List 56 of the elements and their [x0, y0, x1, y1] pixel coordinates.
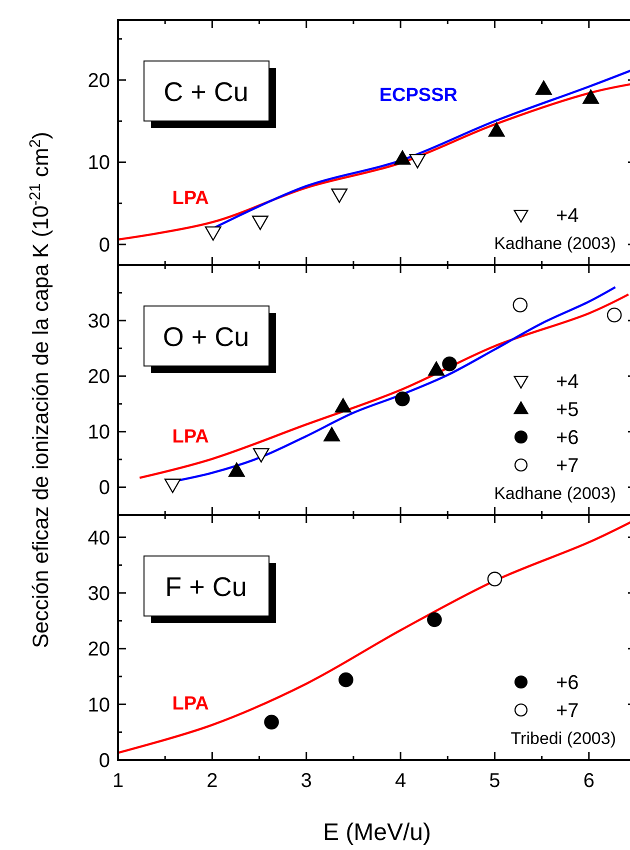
y-tick-label: 10 — [88, 422, 110, 444]
x-tick-label: 2 — [206, 770, 218, 792]
point — [264, 714, 279, 730]
series-label: ECPSSR — [379, 85, 458, 106]
legend-label: +4 — [556, 371, 579, 393]
legend-label: +4 — [556, 205, 579, 227]
legend-label: +6 — [556, 427, 579, 449]
point — [331, 188, 348, 203]
point — [395, 392, 410, 406]
point — [427, 612, 442, 628]
x-tick-label: 3 — [300, 770, 312, 792]
legend-title: Kadhane (2003) — [494, 234, 616, 253]
y-tick-label: 30 — [88, 310, 110, 333]
x-tick-label: 4 — [394, 770, 406, 792]
x-axis-title: E (MeV/u) — [322, 819, 432, 846]
point — [228, 462, 245, 477]
point — [334, 398, 352, 412]
point — [582, 90, 599, 104]
series-label: LPA — [172, 693, 210, 714]
y-tick-label: 20 — [88, 366, 110, 388]
y-tick-label: 0 — [98, 477, 110, 500]
point — [252, 216, 268, 230]
point — [512, 298, 528, 312]
y-tick-label: 0 — [98, 750, 110, 772]
y-tick-label: 20 — [88, 638, 110, 661]
y-tick-label: 20 — [88, 70, 110, 92]
text: O + Cu — [162, 322, 250, 352]
point — [204, 226, 222, 241]
point — [487, 572, 502, 586]
y-tick-label: 10 — [88, 152, 110, 174]
text: F + Cu — [165, 572, 247, 602]
series-label: LPA — [172, 188, 210, 210]
point — [338, 672, 354, 688]
point — [442, 356, 457, 372]
x-tick-label: 5 — [489, 770, 500, 792]
point — [428, 361, 445, 376]
legend-label: +7 — [556, 700, 579, 722]
point — [394, 150, 411, 165]
y-tick-label: 10 — [88, 694, 110, 716]
y-tick-label: 40 — [88, 527, 110, 550]
legend-label: +7 — [556, 455, 579, 477]
y-tick-label: 0 — [98, 234, 110, 256]
legend-label: +6 — [556, 672, 579, 694]
text: C + Cu — [164, 77, 248, 107]
series-label: LPA — [172, 426, 210, 448]
point — [409, 154, 426, 168]
point — [488, 122, 505, 137]
y-tick-label: 30 — [88, 582, 110, 605]
legend-title: Kadhane (2003) — [494, 484, 616, 503]
x-tick-label: 1 — [112, 770, 124, 792]
legend-title: Tribedi (2003) — [510, 729, 616, 748]
point — [324, 426, 340, 442]
x-tick-label: 6 — [583, 770, 594, 792]
legend-label: +5 — [556, 399, 579, 421]
point — [536, 80, 552, 95]
point — [606, 308, 622, 322]
